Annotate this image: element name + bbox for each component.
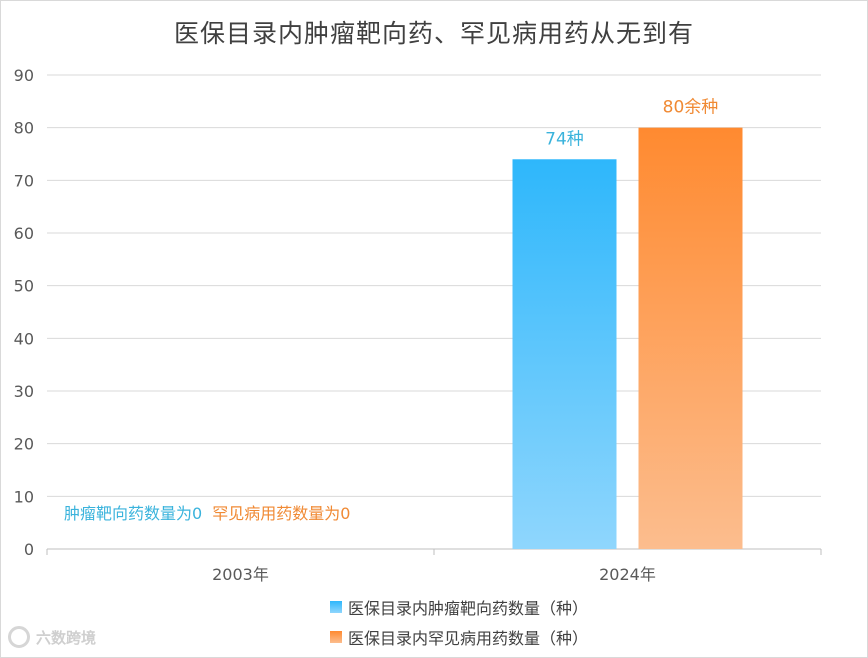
y-tick-label: 0 — [24, 540, 34, 559]
legend-item-rare[interactable]: 医保目录内罕见病用药数量（种） — [330, 622, 588, 652]
zero-value-labels: 肿瘤靶向药数量为0 罕见病用药数量为0 — [64, 504, 350, 523]
legend-item-targeted[interactable]: 医保目录内肿瘤靶向药数量（种） — [330, 592, 588, 622]
legend-label-targeted: 医保目录内肿瘤靶向药数量（种） — [348, 599, 589, 618]
legend-swatch-rare — [330, 631, 342, 643]
watermark-text: 六数跨境 — [36, 628, 97, 647]
watermark-logo-icon — [8, 626, 30, 648]
bar — [512, 159, 617, 549]
data-label: 罕见病用药数量为0 — [212, 504, 350, 523]
chart-legend: 医保目录内肿瘤靶向药数量（种） 医保目录内罕见病用药数量（种） — [330, 592, 588, 652]
x-tick-label: 2003年 — [212, 565, 269, 584]
legend-swatch-targeted — [330, 601, 342, 613]
y-tick-label: 20 — [14, 435, 34, 454]
y-tick-label: 10 — [14, 487, 34, 506]
y-tick-label: 50 — [14, 277, 34, 296]
x-tick-label: 2024年 — [599, 565, 656, 584]
data-label: 80余种 — [663, 98, 719, 118]
bar — [638, 127, 743, 550]
chart-title: 医保目录内肿瘤靶向药、罕见病用药从无到有 — [173, 19, 694, 48]
y-tick-label: 80 — [14, 119, 34, 138]
y-tick-label: 70 — [14, 171, 34, 190]
data-label: 74种 — [545, 129, 584, 149]
y-tick-label: 40 — [14, 329, 34, 348]
data-label: 肿瘤靶向药数量为0 — [64, 504, 202, 523]
watermark: 六数跨境 — [8, 626, 96, 648]
y-tick-label: 90 — [14, 66, 34, 85]
legend-label-rare: 医保目录内罕见病用药数量（种） — [348, 629, 589, 648]
y-tick-label: 60 — [14, 224, 34, 243]
y-tick-label: 30 — [14, 382, 34, 401]
